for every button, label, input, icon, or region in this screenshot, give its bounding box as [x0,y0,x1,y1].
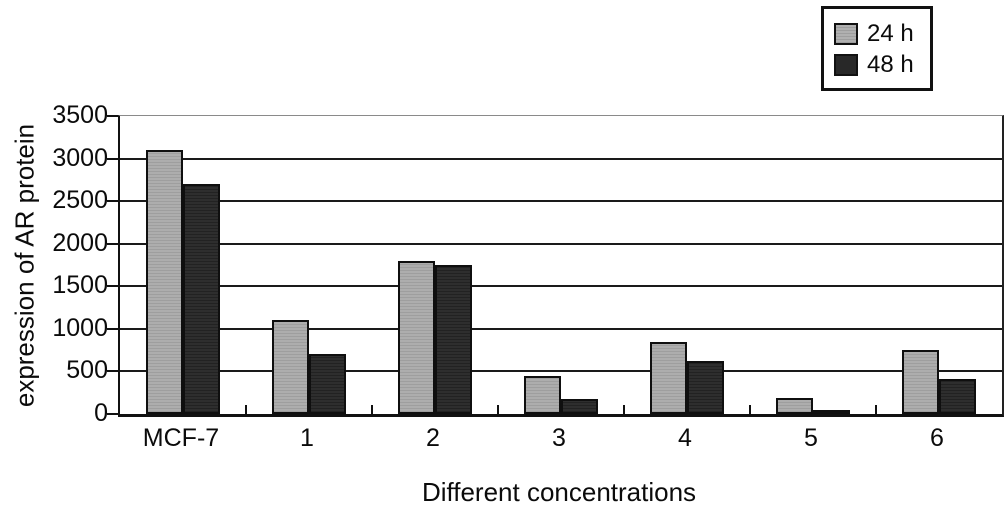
bar-4-48h [687,361,724,414]
y-axis-tick [107,242,118,245]
x-category-label: 1 [300,424,314,452]
x-category-label: MCF-7 [142,424,220,452]
x-category-label: 2 [426,424,440,452]
y-tick-label: 2000 [52,228,108,257]
bar-3-48h [561,398,598,414]
legend-label-48h: 48 h [867,50,914,78]
x-category-label: 3 [552,424,566,452]
category-boundary-tick [497,405,499,414]
category-boundary-tick [245,405,247,414]
y-tick-label: 1000 [52,313,108,342]
bar-MCF-7-24h [146,150,183,414]
bar-5-48h [813,409,850,414]
gridline [120,200,1002,203]
legend-label-24h: 24 h [867,19,914,47]
y-tick-label: 1500 [52,271,108,300]
y-axis-tick [107,413,118,415]
x-axis-title: Different concentrations [421,477,697,507]
legend-swatch-48h-icon [834,53,858,76]
plot-area [107,115,1004,417]
legend-swatch-24h-icon [834,22,858,45]
bar-6-48h [939,379,976,414]
y-axis-tick [107,285,118,288]
legend-item-48h: 48 h [834,49,922,80]
bar-6-24h [902,350,939,414]
y-axis-tick [107,157,118,160]
bar-1-48h [309,354,346,414]
y-axis-tick [107,327,118,330]
y-axis-tick [107,115,118,117]
chart-legend: 24 h 48 h [821,6,933,91]
gridline [120,157,1002,160]
gridline [120,327,1002,330]
gridline [120,242,1002,245]
gridline [120,285,1002,288]
gridline [120,370,1002,373]
legend-item-24h: 24 h [834,18,922,49]
x-category-label: 6 [930,424,944,452]
bar-MCF-7-48h [183,184,220,414]
bar-3-24h [524,375,561,414]
y-tick-label: 3000 [52,143,108,172]
y-axis-tick [107,370,118,373]
category-boundary-tick [749,405,751,414]
y-tick-label: 0 [94,399,108,427]
category-boundary-tick [371,405,373,414]
bar-1-24h [272,320,309,414]
bar-5-24h [776,397,813,414]
bar-2-24h [398,260,435,414]
x-category-label: 5 [804,424,818,452]
y-axis-tick [107,200,118,203]
y-tick-label: 500 [66,356,108,385]
bar-4-24h [650,341,687,414]
category-boundary-tick [623,405,625,414]
x-category-label: 4 [678,424,692,452]
y-tick-label: 3500 [52,101,108,129]
category-boundary-tick [875,405,877,414]
bar-2-48h [435,265,472,414]
y-tick-label: 2500 [52,186,108,215]
